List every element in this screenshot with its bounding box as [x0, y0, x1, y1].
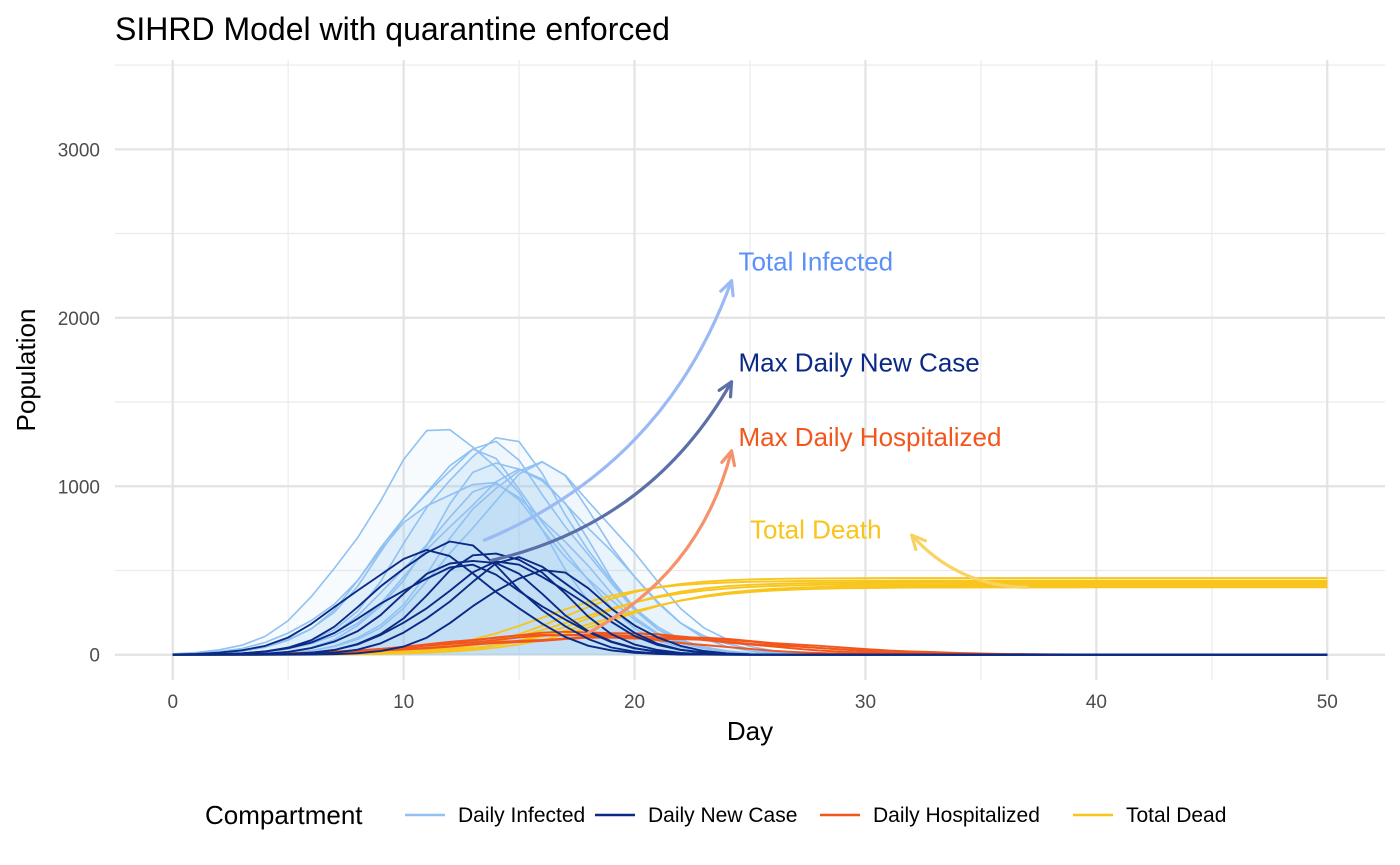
x-tick-label: 40 [1086, 692, 1107, 713]
legend-label: Daily Hospitalized [873, 804, 1040, 827]
legend-label: Daily Infected [458, 804, 585, 827]
annotation-label: Max Daily New Case [738, 348, 979, 378]
x-tick-label: 10 [393, 692, 414, 713]
annotation-arrowhead [717, 380, 734, 399]
x-tick-label: 0 [167, 692, 178, 713]
y-axis-title: Population [11, 309, 41, 432]
legend-title: Compartment [205, 800, 363, 830]
area-fill-daily-infected [172, 429, 1328, 655]
legend: Compartment Daily Infected Daily New Case… [205, 800, 1226, 830]
x-tick-label: 20 [624, 692, 645, 713]
area-fill-daily-infected [172, 461, 1328, 655]
area-fill-daily-infected [172, 449, 1328, 655]
area-fill-daily-infected [172, 483, 1328, 655]
area-fill-daily-infected [172, 463, 1328, 655]
area-fill-daily-infected [172, 462, 1328, 655]
annotation-arrowhead [910, 533, 928, 552]
annotation-arrow [586, 449, 734, 635]
y-tick-label: 0 [89, 646, 100, 667]
axes: 0 10 20 30 40 50 0 1000 2000 3000 [58, 140, 1338, 713]
annotation-arrowhead [720, 449, 737, 468]
area-fills [172, 429, 1328, 655]
area-fill-daily-infected [172, 482, 1328, 655]
annotation-label: Total Infected [738, 247, 893, 277]
annotation-arrow [489, 380, 734, 562]
series-lines [172, 428, 1328, 656]
annotation-label: Max Daily Hospitalized [738, 422, 1001, 452]
grid [115, 60, 1385, 680]
legend-label: Total Dead [1126, 804, 1226, 827]
x-tick-label: 30 [855, 692, 876, 713]
y-tick-label: 1000 [58, 477, 100, 498]
x-axis-title: Day [727, 716, 773, 746]
annotation-label: Total Death [750, 514, 882, 544]
series-line-total-dead [172, 586, 1328, 656]
annotations: Total Infected Max Daily New Case Max Dail… [482, 247, 1029, 635]
legend-label: Daily New Case [648, 804, 797, 827]
y-tick-label: 3000 [58, 140, 100, 161]
series-line-daily-new-case [172, 569, 1328, 656]
annotation-arrow [482, 279, 734, 542]
annotation-arrowhead [719, 279, 735, 298]
chart-title: SIHRD Model with quarantine enforced [115, 11, 670, 47]
x-tick-label: 50 [1317, 692, 1338, 713]
y-tick-label: 2000 [58, 309, 100, 330]
area-fill-daily-infected [172, 469, 1328, 655]
annotation-arrow [910, 533, 1029, 589]
area-fill-daily-infected [172, 441, 1328, 655]
area-fill-daily-infected [172, 437, 1328, 655]
